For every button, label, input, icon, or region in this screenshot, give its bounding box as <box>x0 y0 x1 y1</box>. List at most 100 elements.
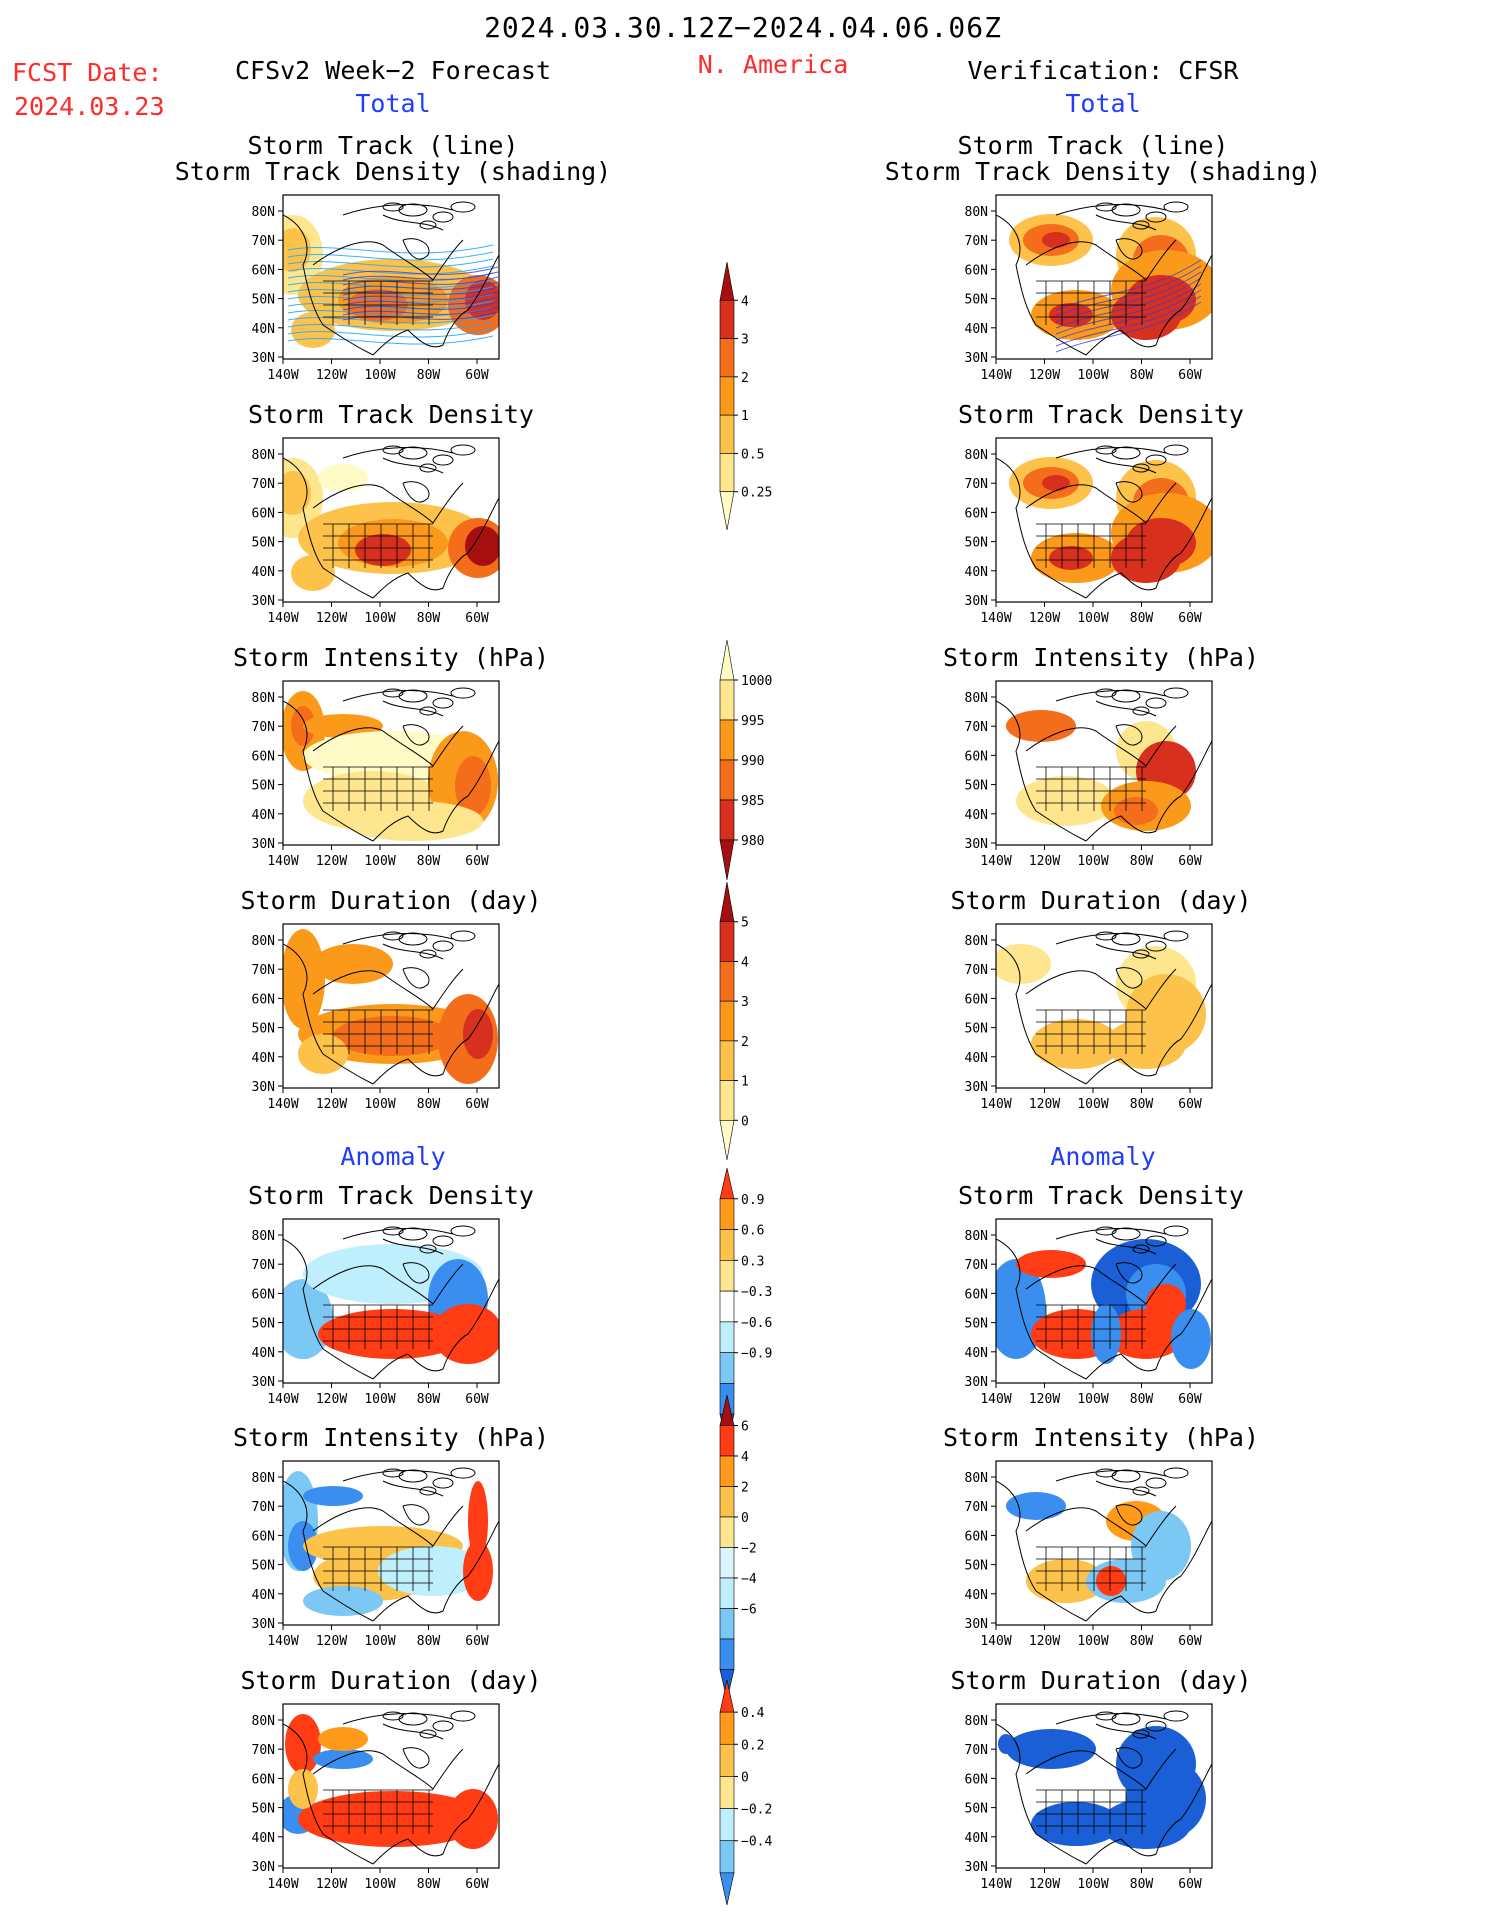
state-borders <box>1036 766 1146 811</box>
lon-tick-label: 120W <box>1029 611 1060 626</box>
vf-track-title-2: Storm Track Density (shading) <box>884 157 1322 186</box>
coastline <box>283 1713 499 1865</box>
coastline <box>450 201 476 213</box>
fc-density-anom-title: Storm Track Density <box>248 1181 534 1210</box>
lon-tick-label: 100W <box>364 854 395 869</box>
coastline <box>1095 688 1117 698</box>
lat-tick-label: 70N <box>252 234 275 249</box>
lat-tick-label: 70N <box>965 1500 988 1515</box>
lat-tick-label: 80N <box>252 1229 275 1244</box>
lon-tick-label: 140W <box>267 1634 298 1649</box>
colorbar-label: −6 <box>741 1603 757 1618</box>
lat-tick-label: 70N <box>965 720 988 735</box>
lon-tick-label: 140W <box>980 611 1011 626</box>
map-frame <box>995 1703 1213 1869</box>
lat-tick-label: 80N <box>252 448 275 463</box>
lat-tick-label: 40N <box>965 1346 988 1361</box>
fc-intensity-title: Storm Intensity (hPa) <box>232 643 550 672</box>
state-borders <box>1036 1009 1146 1054</box>
fc-track-title-2: Storm Track Density (shading) <box>174 157 612 186</box>
colorbar-label: 1 <box>741 409 749 424</box>
lat-tick-label: 40N <box>252 1346 275 1361</box>
colorbar-swatch <box>719 1808 735 1842</box>
lon-tick-label: 60W <box>1178 1097 1202 1112</box>
lon-tick-label: 60W <box>465 854 489 869</box>
storm-track-line <box>342 306 499 316</box>
coastline <box>450 1467 476 1479</box>
lat-tick-label: 80N <box>965 1471 988 1486</box>
lat-tick-label: 60N <box>252 1529 275 1544</box>
coastline <box>1095 202 1117 212</box>
map-frame <box>282 194 500 360</box>
fc-intensity-map: 80N 70N 60N 50N 40N 30N 140W 120W 100W 80W 60W <box>252 680 500 869</box>
vf-intensity-anom-map: 80N 70N 60N 50N 40N 30N 140W 120W 100W 80W 60W <box>965 1460 1213 1649</box>
colorbar-swatch <box>719 414 735 454</box>
colorbar-swatch <box>719 1743 735 1777</box>
lon-tick-label: 120W <box>1029 1634 1060 1649</box>
storm-track-line <box>342 271 499 281</box>
coastline <box>996 1713 1212 1865</box>
coastline <box>419 220 437 230</box>
lon-tick-label: 140W <box>267 854 298 869</box>
colorbar-duration-anomaly: 0.4 0.2 0 −0.2 −0.4 <box>719 1679 772 1906</box>
coastline <box>450 1710 476 1722</box>
shading-region <box>283 929 325 1029</box>
lat-tick-label: 50N <box>252 536 275 551</box>
forecast-column-title: CFSv2 Week−2 Forecast <box>234 56 552 85</box>
lon-tick-label: 120W <box>316 1392 347 1407</box>
map-frame <box>995 1218 1213 1384</box>
shading-region <box>448 1789 498 1849</box>
storm-track-line <box>287 251 494 261</box>
lon-tick-label: 100W <box>364 1877 395 1892</box>
lon-tick-label: 140W <box>267 1097 298 1112</box>
fc-track-title-1: Storm Track (line) <box>247 131 519 160</box>
fc-density-anom-map: 80N 70N 60N 50N 40N 30N 140W 120W 100W 80W 60W <box>252 1218 500 1407</box>
colorbar-density-total: 4 3 2 1 0.5 0.25 <box>719 261 772 531</box>
coastline <box>996 447 1212 599</box>
colorbar-swatch <box>719 961 735 1002</box>
lat-tick-label: 80N <box>965 1229 988 1244</box>
coastline <box>1145 1477 1167 1489</box>
colorbar-swatch <box>719 1352 735 1384</box>
shading-region <box>1042 232 1070 248</box>
state-borders <box>323 1304 433 1349</box>
coastline <box>382 1711 404 1721</box>
verification-total-label: Total <box>1065 89 1141 118</box>
vf-duration-anom-map: 80N 70N 60N 50N 40N 30N 140W 120W 100W 80W 60W <box>965 1703 1213 1892</box>
storm-track-line <box>287 300 494 310</box>
lon-tick-label: 120W <box>1029 854 1060 869</box>
map-frame <box>995 437 1213 603</box>
coastline <box>1145 697 1167 709</box>
coastline <box>432 697 454 709</box>
colorbar-swatch <box>719 1486 735 1518</box>
lat-tick-label: 70N <box>965 1743 988 1758</box>
coastline <box>1132 1486 1150 1496</box>
shading-region <box>463 1009 493 1059</box>
coastline <box>382 202 404 212</box>
lon-tick-label: 60W <box>1178 1877 1202 1892</box>
map-frame <box>995 680 1213 846</box>
colorbar-swatch <box>719 1577 735 1609</box>
colorbar-swatch <box>719 1080 735 1121</box>
lat-tick-label: 80N <box>965 205 988 220</box>
coastline <box>996 690 1212 842</box>
lat-tick-label: 40N <box>965 322 988 337</box>
fc-duration-map: 80N 70N 60N 50N 40N 30N 140W 120W 100W 80W 60W <box>252 923 500 1112</box>
vf-density-map: 80N 70N 60N 50N 40N 30N 140W 120W 100W 80W 60W <box>965 437 1213 626</box>
lat-tick-label: 60N <box>252 263 275 278</box>
storm-track-line <box>287 258 494 268</box>
fc-density-map: 80N 70N 60N 50N 40N 30N 140W 120W 100W 80W 60W <box>252 437 500 626</box>
lon-tick-label: 80W <box>417 611 441 626</box>
storm-track-line <box>287 335 494 345</box>
lon-tick-label: 140W <box>980 368 1011 383</box>
lat-tick-label: 50N <box>965 536 988 551</box>
lat-tick-label: 30N <box>965 1375 988 1390</box>
forecast-anomaly-label: Anomaly <box>340 1142 446 1171</box>
lon-tick-label: 100W <box>1077 368 1108 383</box>
lon-tick-label: 100W <box>1077 611 1108 626</box>
lon-tick-label: 120W <box>316 1097 347 1112</box>
shading-region <box>465 526 499 566</box>
colorbar-label: 0.9 <box>741 1193 764 1208</box>
colorbar-swatch <box>719 376 735 416</box>
coastline <box>1132 706 1150 716</box>
